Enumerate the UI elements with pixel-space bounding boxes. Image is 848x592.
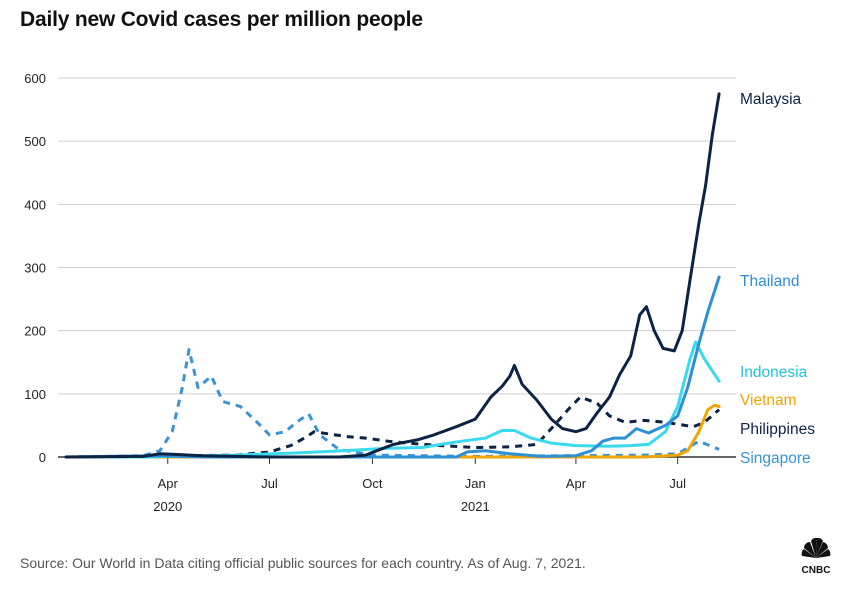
- series-lines: [64, 92, 721, 459]
- source-note: Source: Our World in Data citing officia…: [20, 555, 586, 571]
- series-line-vietnam: [64, 403, 721, 459]
- series-line-singapore: [65, 348, 720, 459]
- y-tick-label: 300: [24, 261, 46, 276]
- y-tick-label: 0: [39, 450, 46, 465]
- series-label-vietnam: Vietnam: [740, 392, 797, 409]
- chart-title: Daily new Covid cases per million people: [20, 8, 423, 31]
- x-tick-year-label: 2021: [461, 499, 490, 514]
- x-tick-label: Jul: [261, 476, 278, 491]
- x-tick-label: Oct: [362, 476, 383, 491]
- y-tick-label: 400: [24, 197, 46, 212]
- x-tick-label: Jul: [669, 476, 686, 491]
- x-tick-year-label: 2020: [153, 499, 182, 514]
- y-tick-label: 200: [24, 324, 46, 339]
- peacock-icon: CNBC: [802, 537, 831, 576]
- gridlines: [58, 77, 736, 458]
- series-label-singapore: Singapore: [740, 450, 811, 467]
- series-line-thailand: [64, 275, 721, 459]
- series-line-indonesia: [64, 340, 721, 459]
- series-label-thailand: Thailand: [740, 273, 799, 290]
- x-tick-label: Apr: [566, 476, 587, 491]
- x-tick-label: Jan: [465, 476, 486, 491]
- line-chart: 0 100 200 300 400 500 600 Apr 2020 Jul Oct Jan 2021…: [24, 71, 815, 514]
- series-label-philippines: Philippines: [740, 421, 815, 438]
- cnbc-logo: CNBC: [790, 536, 842, 576]
- series-label-indonesia: Indonesia: [740, 364, 808, 381]
- x-tick-label: Apr: [158, 476, 179, 491]
- series-labels: Malaysia Thailand Indonesia Vietnam Philippi…: [740, 91, 815, 467]
- y-tick-label: 600: [24, 71, 46, 86]
- series-line-malaysia: [64, 92, 721, 459]
- y-axis: 0 100 200 300 400 500 600: [24, 71, 46, 465]
- y-tick-label: 100: [24, 387, 46, 402]
- y-tick-label: 500: [24, 134, 46, 149]
- svg-text:CNBC: CNBC: [802, 565, 831, 576]
- x-axis: Apr 2020 Jul Oct Jan 2021 Apr Jul: [153, 457, 686, 514]
- series-label-malaysia: Malaysia: [740, 91, 802, 108]
